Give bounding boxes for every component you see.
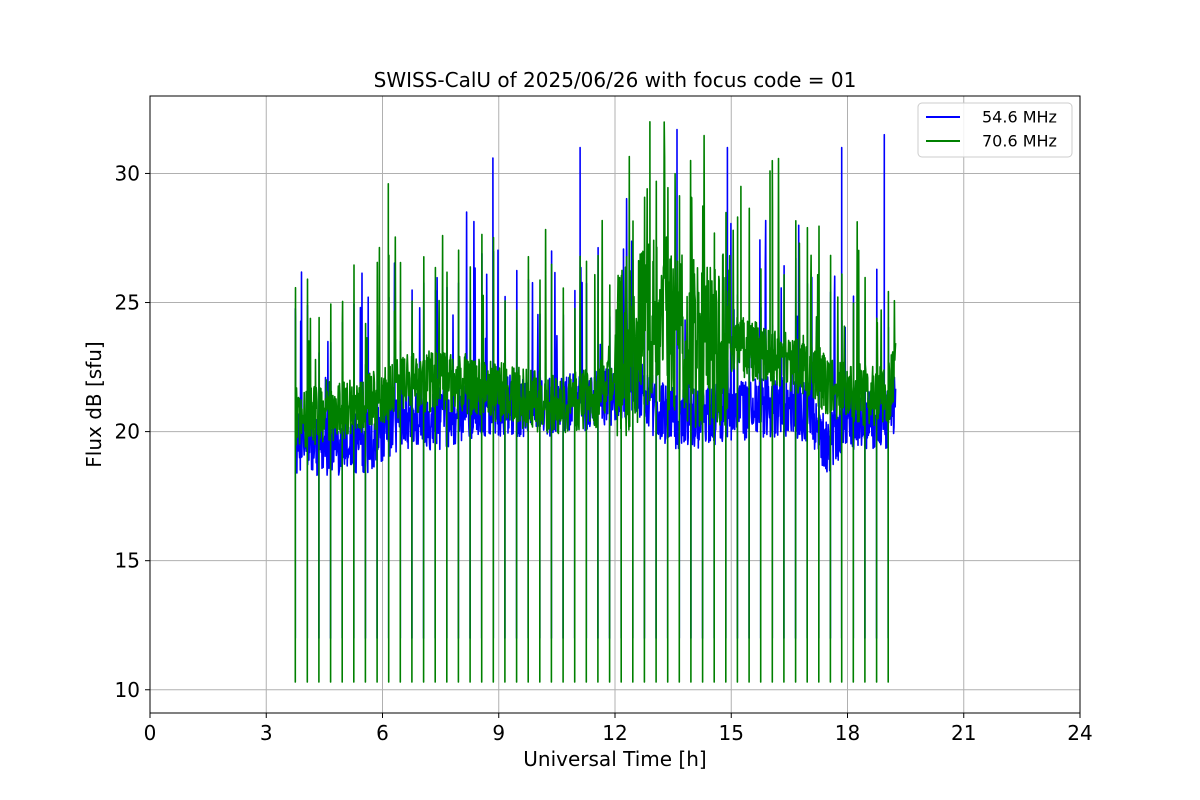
x-tick-label: 0 <box>144 721 157 745</box>
chart-title: SWISS-CalU of 2025/06/26 with focus code… <box>374 68 857 92</box>
x-tick-label: 6 <box>376 721 389 745</box>
x-tick-label: 12 <box>602 721 627 745</box>
legend-label-70-6-mhz: 70.6 MHz <box>982 132 1057 151</box>
series-line-70-6-mhz <box>294 121 897 683</box>
x-tick-label: 24 <box>1067 721 1092 745</box>
y-tick-label: 15 <box>115 549 140 573</box>
legend: 54.6 MHz 70.6 MHz <box>917 102 1073 158</box>
y-tick-label: 10 <box>115 678 140 702</box>
y-axis-label: Flux dB [sfu] <box>82 341 106 467</box>
x-tick-label: 21 <box>951 721 976 745</box>
x-tick-label: 9 <box>492 721 505 745</box>
x-tick-label: 3 <box>260 721 273 745</box>
series-layer <box>294 121 897 683</box>
y-tick-label: 20 <box>115 420 140 444</box>
x-tick-label: 18 <box>835 721 860 745</box>
axis-ticks: 0 3 6 9 12 15 18 21 24 10 15 20 25 30 <box>115 161 1093 745</box>
legend-label-54-6-mhz: 54.6 MHz <box>982 108 1057 127</box>
x-tick-label: 15 <box>719 721 744 745</box>
y-tick-label: 25 <box>115 291 140 315</box>
y-tick-label: 30 <box>115 161 140 185</box>
x-axis-label: Universal Time [h] <box>523 747 706 771</box>
